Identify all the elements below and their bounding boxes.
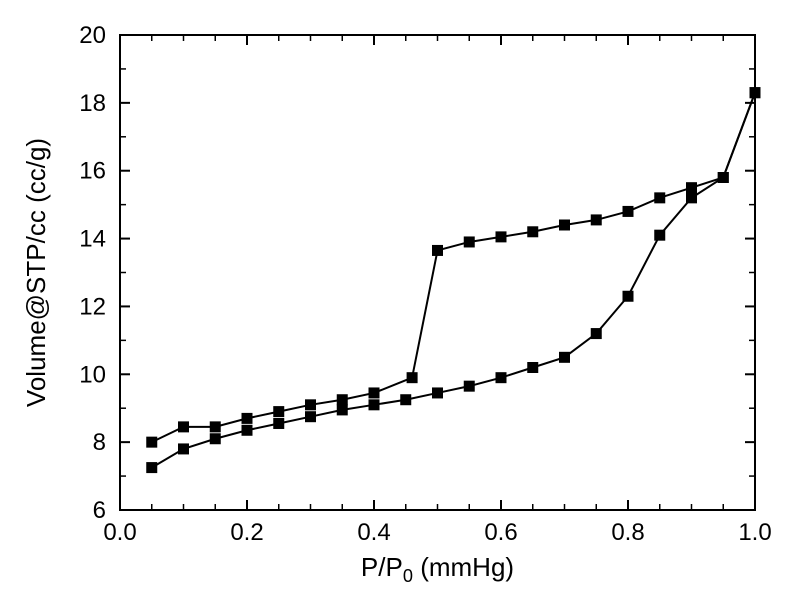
x-tick-label: 0.0 — [103, 519, 136, 546]
x-tick-label: 0.4 — [357, 519, 390, 546]
marker-adsorption — [496, 373, 506, 383]
marker-adsorption — [560, 352, 570, 362]
marker-adsorption — [528, 363, 538, 373]
marker-adsorption — [591, 329, 601, 339]
marker-desorption — [179, 422, 189, 432]
chart-svg: 0.0 0.2 0.4 0.6 0.8 1.0 6 8 10 12 14 16 18 20 P/P0 (mm… — [0, 0, 800, 611]
marker-adsorption — [464, 381, 474, 391]
marker-desorption — [306, 400, 316, 410]
marker-adsorption — [147, 463, 157, 473]
x-tick-label: 0.6 — [484, 519, 517, 546]
y-tick-label: 18 — [79, 90, 106, 117]
marker-desorption — [369, 388, 379, 398]
x-tick-label: 1.0 — [738, 519, 771, 546]
marker-adsorption — [655, 230, 665, 240]
y-tick-label: 16 — [79, 158, 106, 185]
marker-adsorption — [369, 400, 379, 410]
marker-desorption — [407, 373, 417, 383]
y-tick-label: 20 — [79, 22, 106, 49]
marker-adsorption — [242, 425, 252, 435]
marker-desorption — [528, 227, 538, 237]
marker-desorption — [687, 183, 697, 193]
marker-adsorption — [210, 434, 220, 444]
marker-adsorption — [274, 418, 284, 428]
marker-desorption — [433, 245, 443, 255]
marker-adsorption — [401, 395, 411, 405]
y-tick-label: 12 — [79, 293, 106, 320]
y-tick-label: 8 — [93, 429, 106, 456]
isotherm-chart: 0.0 0.2 0.4 0.6 0.8 1.0 6 8 10 12 14 16 18 20 P/P0 (mm… — [0, 0, 800, 611]
marker-adsorption — [623, 291, 633, 301]
marker-desorption — [591, 215, 601, 225]
marker-desorption — [718, 173, 728, 183]
marker-adsorption — [687, 193, 697, 203]
marker-adsorption — [179, 444, 189, 454]
y-tick-label: 10 — [79, 361, 106, 388]
x-tick-label: 0.2 — [230, 519, 263, 546]
marker-desorption — [464, 237, 474, 247]
y-tick-label: 6 — [93, 497, 106, 524]
y-axis-label: Volume@STP/cc (cc/g) — [21, 138, 51, 407]
marker-desorption — [750, 88, 760, 98]
marker-desorption — [496, 232, 506, 242]
marker-desorption — [623, 206, 633, 216]
marker-desorption — [655, 193, 665, 203]
marker-desorption — [242, 413, 252, 423]
marker-adsorption — [306, 412, 316, 422]
marker-desorption — [274, 407, 284, 417]
marker-adsorption — [433, 388, 443, 398]
x-axis-label: P/P0 (mmHg) — [361, 552, 514, 586]
marker-desorption — [210, 422, 220, 432]
marker-adsorption — [337, 405, 347, 415]
y-tick-label: 14 — [79, 226, 106, 253]
marker-desorption — [560, 220, 570, 230]
marker-desorption — [337, 395, 347, 405]
marker-desorption — [147, 437, 157, 447]
x-tick-label: 0.8 — [611, 519, 644, 546]
